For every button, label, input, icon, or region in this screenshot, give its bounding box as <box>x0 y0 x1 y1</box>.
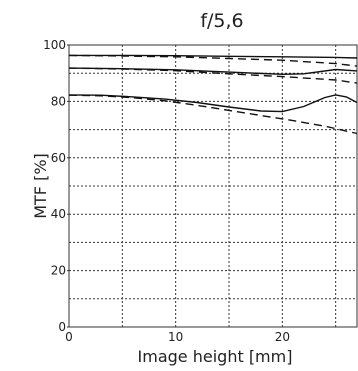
y-tick-label: 0 <box>58 320 66 334</box>
mtf-series-line-4-dashed <box>68 67 358 84</box>
y-tick-label: 80 <box>51 94 66 108</box>
y-tick-label: 60 <box>51 151 66 165</box>
grid <box>69 45 357 327</box>
x-axis-label: Image height [mm] <box>138 347 293 366</box>
mtf-series-line-3-solid <box>68 67 358 75</box>
mtf-series-line-5-solid <box>68 94 358 113</box>
mtf-series-line-2-dashed <box>68 54 358 67</box>
y-tick-label: 40 <box>51 207 66 221</box>
mtf-series-line-6-dashed <box>68 94 358 135</box>
plot-frame <box>68 44 358 328</box>
x-tick-label: 0 <box>65 330 73 344</box>
y-tick-label: 100 <box>43 38 66 52</box>
y-tick-label: 20 <box>51 264 66 278</box>
y-axis-label: MTF [%] <box>31 153 50 219</box>
x-tick-label: 20 <box>275 330 290 344</box>
x-tick-label: 10 <box>168 330 183 344</box>
series-layer <box>68 54 358 135</box>
tick-labels: 0 20 40 60 80 100 0 10 20 <box>43 38 290 344</box>
chart-title: f/5,6 <box>200 10 243 32</box>
